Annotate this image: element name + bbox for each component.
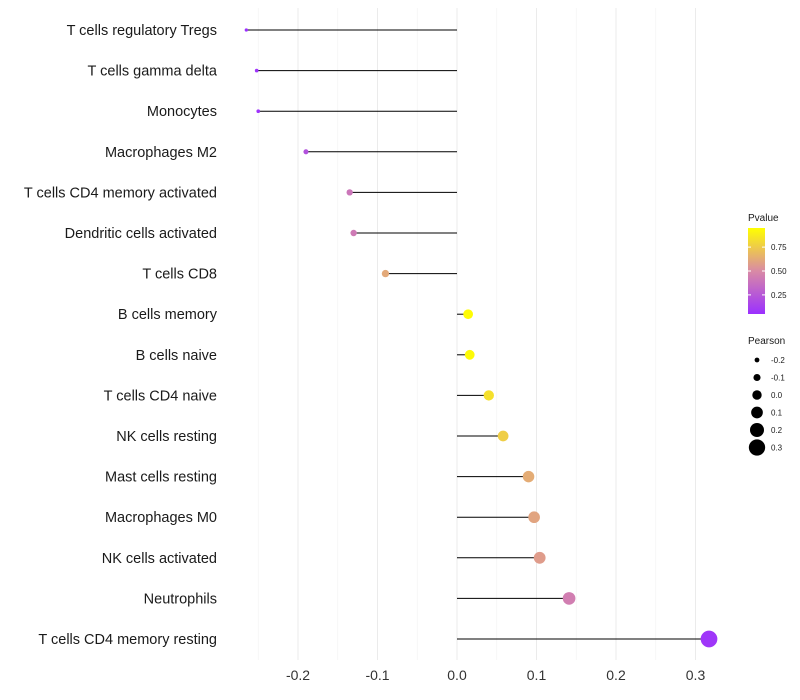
category-label: Mast cells resting xyxy=(105,470,217,486)
x-tick-label: -0.2 xyxy=(286,667,310,683)
x-tick-label: -0.1 xyxy=(365,667,389,683)
category-label: B cells memory xyxy=(118,307,218,323)
pearson-size-legend: Pearson -0.2 -0.1 0.0 0.1 0.2 0.3 xyxy=(748,336,785,456)
pvalue-legend-label: 0.50 xyxy=(771,267,787,276)
pearson-legend-label: 0.0 xyxy=(771,391,783,400)
lollipop-point xyxy=(381,269,390,278)
lollipop-point xyxy=(533,551,546,564)
lollipop-point xyxy=(463,309,473,320)
y-axis-category-labels: T cells regulatory Tregs T cells gamma de… xyxy=(24,23,218,648)
pvalue-legend-label: 0.75 xyxy=(771,243,787,252)
pearson-legend-key xyxy=(753,373,761,382)
category-label: Monocytes xyxy=(147,104,217,120)
pearson-legend-label: -0.2 xyxy=(771,356,785,365)
pvalue-color-legend: Pvalue 0.25 0.50 0.75 xyxy=(748,213,787,314)
lollipop-point xyxy=(497,430,509,442)
category-label: Macrophages M0 xyxy=(105,510,217,526)
category-label: T cells regulatory Tregs xyxy=(67,23,217,39)
lollipop-point xyxy=(700,630,718,648)
category-label: NK cells resting xyxy=(116,429,217,445)
category-label: NK cells activated xyxy=(102,551,217,567)
pvalue-legend-ticks: 0.25 0.50 0.75 xyxy=(748,243,787,300)
pearson-legend-label: -0.1 xyxy=(771,374,785,383)
lollipop-points xyxy=(244,28,718,648)
lollipop-stems xyxy=(246,29,710,640)
pearson-legend-key xyxy=(752,390,762,400)
lollipop-point xyxy=(562,592,576,605)
pvalue-colorbar xyxy=(748,228,765,314)
x-tick-label: 0.1 xyxy=(527,667,547,683)
lollipop-point xyxy=(303,149,309,155)
lollipop-point xyxy=(256,109,261,114)
lollipop-point xyxy=(254,68,259,73)
category-label: Macrophages M2 xyxy=(105,145,217,161)
grid-lines xyxy=(257,8,696,660)
lollipop-point xyxy=(350,229,357,237)
category-label: B cells naive xyxy=(136,348,217,364)
category-label: T cells gamma delta xyxy=(88,64,218,80)
lollipop-point xyxy=(528,511,540,524)
x-tick-label: 0.2 xyxy=(606,667,626,683)
pearson-legend-label: 0.1 xyxy=(771,409,783,418)
pvalue-legend-label: 0.25 xyxy=(771,291,787,300)
x-tick-label: 0.0 xyxy=(447,667,467,683)
pearson-legend-key xyxy=(749,422,765,438)
pearson-legend-key xyxy=(754,357,760,363)
lollipop-point xyxy=(346,189,353,196)
pearson-legend-key xyxy=(748,439,766,456)
category-label: Dendritic cells activated xyxy=(65,226,217,242)
x-tick-label: 0.3 xyxy=(686,667,706,683)
lollipop-point xyxy=(483,390,494,401)
category-label: T cells CD8 xyxy=(142,267,217,283)
category-label: T cells CD4 memory resting xyxy=(38,632,217,648)
category-label: Neutrophils xyxy=(144,591,217,607)
pearson-legend-key xyxy=(751,406,763,419)
category-label: T cells CD4 memory activated xyxy=(24,185,217,201)
pearson-legend-title: Pearson xyxy=(748,336,785,347)
lollipop-point xyxy=(522,470,535,483)
pvalue-legend-title: Pvalue xyxy=(748,213,779,224)
lollipop-point xyxy=(464,349,475,360)
lollipop-point xyxy=(244,28,248,32)
pearson-legend-items: -0.2 -0.1 0.0 0.1 0.2 0.3 xyxy=(748,356,785,456)
pearson-legend-label: 0.3 xyxy=(771,444,783,453)
category-label: T cells CD4 naive xyxy=(104,388,217,404)
pearson-legend-label: 0.2 xyxy=(771,426,783,435)
x-axis-tick-labels: -0.2 -0.1 0.0 0.1 0.2 0.3 xyxy=(286,667,706,683)
